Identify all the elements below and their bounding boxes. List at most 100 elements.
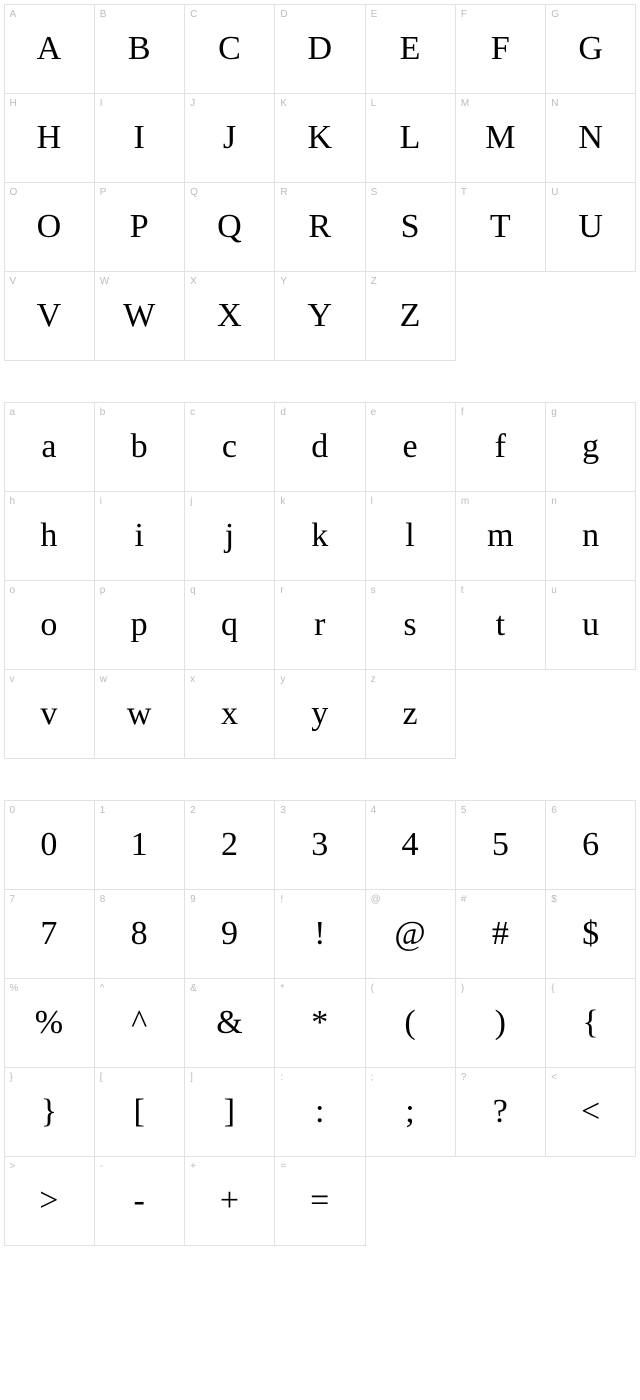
glyph-cell[interactable]: AA	[4, 4, 95, 94]
key-label: B	[100, 9, 107, 20]
glyph: g	[582, 430, 600, 464]
glyph-cell[interactable]: 66	[545, 800, 636, 890]
glyph-cell[interactable]: 33	[274, 800, 365, 890]
glyph: r	[314, 608, 326, 642]
glyph-cell[interactable]: ss	[365, 580, 456, 670]
glyph-cell[interactable]: II	[94, 93, 185, 183]
glyph-cell[interactable]: ((	[365, 978, 456, 1068]
glyph-cell[interactable]: gg	[545, 402, 636, 492]
glyph-cell[interactable]: NN	[545, 93, 636, 183]
glyph-cell[interactable]: LL	[365, 93, 456, 183]
glyph-cell[interactable]: aa	[4, 402, 95, 492]
glyph-cell[interactable]: vv	[4, 669, 95, 759]
glyph-cell[interactable]: cc	[184, 402, 275, 492]
glyph-cell[interactable]: @@	[365, 889, 456, 979]
glyph-cell[interactable]: WW	[94, 271, 185, 361]
glyph-cell[interactable]: DD	[274, 4, 365, 94]
glyph-cell[interactable]: ZZ	[365, 271, 456, 361]
glyph-cell[interactable]: ww	[94, 669, 185, 759]
glyph-cell[interactable]: KK	[274, 93, 365, 183]
glyph-cell[interactable]: 22	[184, 800, 275, 890]
glyph-cell[interactable]: UU	[545, 182, 636, 272]
glyph-cell[interactable]: pp	[94, 580, 185, 670]
glyph-cell[interactable]: >>	[4, 1156, 95, 1246]
key-label: 5	[461, 805, 467, 816]
glyph-cell[interactable]: FF	[455, 4, 546, 94]
glyph-cell[interactable]: ))	[455, 978, 546, 1068]
glyph-cell[interactable]: ll	[365, 491, 456, 581]
glyph-cell[interactable]: ee	[365, 402, 456, 492]
glyph-cell[interactable]: &&	[184, 978, 275, 1068]
glyph-cell[interactable]: ^^	[94, 978, 185, 1068]
glyph-cell[interactable]: CC	[184, 4, 275, 94]
glyph-cell[interactable]: mm	[455, 491, 546, 581]
glyph-cell[interactable]: bb	[94, 402, 185, 492]
key-label: 3	[280, 805, 286, 816]
glyph-cell[interactable]: PP	[94, 182, 185, 272]
glyph-cell[interactable]: dd	[274, 402, 365, 492]
glyph-cell[interactable]: SS	[365, 182, 456, 272]
glyph-cell[interactable]: }}	[4, 1067, 95, 1157]
glyph: C	[218, 32, 241, 66]
glyph-cell[interactable]: rr	[274, 580, 365, 670]
key-label: d	[280, 407, 286, 418]
glyph: Y	[307, 299, 332, 333]
glyph-cell[interactable]: EE	[365, 4, 456, 94]
glyph-cell[interactable]: JJ	[184, 93, 275, 183]
glyph-cell[interactable]: 88	[94, 889, 185, 979]
key-label: l	[371, 496, 373, 507]
glyph-cell[interactable]: 44	[365, 800, 456, 890]
glyph-cell[interactable]: VV	[4, 271, 95, 361]
glyph-cell[interactable]: qq	[184, 580, 275, 670]
glyph-cell[interactable]: {{	[545, 978, 636, 1068]
glyph-cell[interactable]: ff	[455, 402, 546, 492]
glyph-cell[interactable]: oo	[4, 580, 95, 670]
glyph: H	[37, 121, 62, 155]
glyph-cell[interactable]: --	[94, 1156, 185, 1246]
glyph-cell[interactable]: **	[274, 978, 365, 1068]
glyph-cell[interactable]: 99	[184, 889, 275, 979]
glyph-cell[interactable]: BB	[94, 4, 185, 94]
glyph-cell[interactable]: OO	[4, 182, 95, 272]
key-label: N	[551, 98, 558, 109]
glyph-cell[interactable]: kk	[274, 491, 365, 581]
glyph: 4	[402, 828, 420, 862]
key-label: :	[280, 1072, 283, 1083]
glyph-cell[interactable]: $$	[545, 889, 636, 979]
glyph-cell[interactable]: ii	[94, 491, 185, 581]
glyph-cell[interactable]: YY	[274, 271, 365, 361]
glyph-cell[interactable]: MM	[455, 93, 546, 183]
glyph-cell[interactable]: GG	[545, 4, 636, 94]
glyph-cell[interactable]: ++	[184, 1156, 275, 1246]
glyph-cell[interactable]: ??	[455, 1067, 546, 1157]
glyph-cell[interactable]: 00	[4, 800, 95, 890]
glyph-cell[interactable]: ::	[274, 1067, 365, 1157]
glyph: ;	[405, 1095, 415, 1129]
glyph-cell[interactable]: 55	[455, 800, 546, 890]
glyph-cell[interactable]: 77	[4, 889, 95, 979]
glyph-cell[interactable]: RR	[274, 182, 365, 272]
glyph-cell[interactable]: uu	[545, 580, 636, 670]
glyph-cell[interactable]: ;;	[365, 1067, 456, 1157]
glyph-cell[interactable]: nn	[545, 491, 636, 581]
glyph-cell[interactable]: zz	[365, 669, 456, 759]
key-label: W	[100, 276, 109, 287]
glyph-cell[interactable]: TT	[455, 182, 546, 272]
glyph-cell[interactable]: [[	[94, 1067, 185, 1157]
glyph-cell[interactable]: <<	[545, 1067, 636, 1157]
glyph-cell[interactable]: tt	[455, 580, 546, 670]
glyph-cell[interactable]: 11	[94, 800, 185, 890]
glyph-cell[interactable]: %%	[4, 978, 95, 1068]
glyph-cell[interactable]: ==	[274, 1156, 365, 1246]
glyph-cell[interactable]: !!	[274, 889, 365, 979]
glyph-cell[interactable]: ]]	[184, 1067, 275, 1157]
glyph-cell[interactable]: QQ	[184, 182, 275, 272]
glyph-cell[interactable]: xx	[184, 669, 275, 759]
glyph-cell[interactable]: ##	[455, 889, 546, 979]
glyph-cell[interactable]: XX	[184, 271, 275, 361]
key-label: !	[280, 894, 283, 905]
glyph-cell[interactable]: hh	[4, 491, 95, 581]
glyph-cell[interactable]: jj	[184, 491, 275, 581]
glyph-cell[interactable]: yy	[274, 669, 365, 759]
glyph-cell[interactable]: HH	[4, 93, 95, 183]
